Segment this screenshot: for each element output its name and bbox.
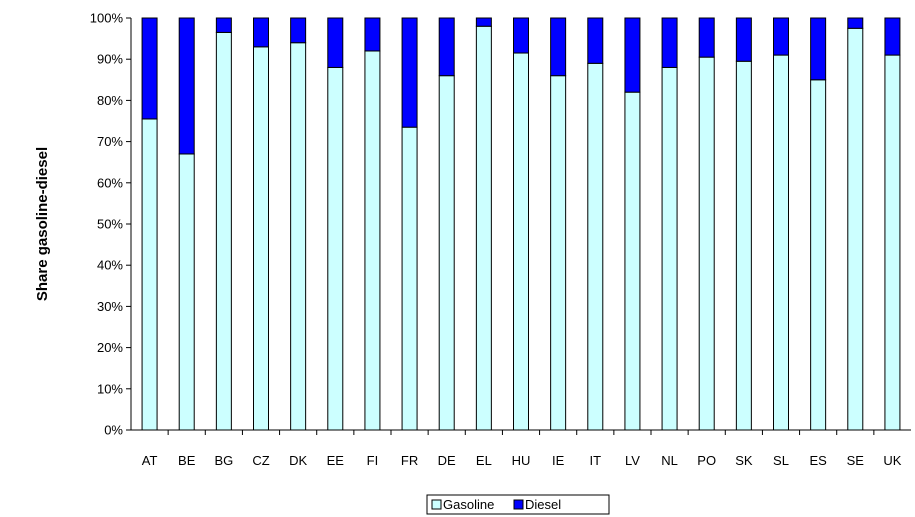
legend-label-diesel: Diesel bbox=[525, 497, 561, 512]
bar-diesel-ie bbox=[550, 17, 567, 77]
bar-gasoline-fi bbox=[364, 50, 381, 431]
legend-swatch-gasoline bbox=[431, 499, 442, 510]
bar-diesel-sl bbox=[773, 17, 789, 56]
bar-diesel-it bbox=[587, 17, 604, 64]
x-tick-label-fi: FI bbox=[367, 453, 379, 468]
bar-gasoline-cz bbox=[253, 46, 269, 431]
x-tick-label-it: IT bbox=[590, 453, 602, 468]
x-tick-label-sk: SK bbox=[735, 453, 753, 468]
x-tick-label-hu: HU bbox=[512, 453, 531, 468]
bar-diesel-uk bbox=[884, 17, 901, 56]
bar-diesel-ee bbox=[327, 17, 344, 68]
bar-gasoline-be bbox=[178, 153, 195, 431]
bar-diesel-de bbox=[438, 17, 455, 77]
bar-diesel-el bbox=[475, 17, 492, 27]
bar-diesel-cz bbox=[253, 17, 269, 48]
bar-gasoline-lv bbox=[624, 91, 641, 431]
bar-gasoline-ie bbox=[550, 75, 567, 431]
bar-diesel-fr bbox=[401, 17, 418, 128]
x-tick-label-be: BE bbox=[178, 453, 196, 468]
x-tick-label-es: ES bbox=[809, 453, 827, 468]
legend-label-gasoline: Gasoline bbox=[443, 497, 494, 512]
y-tick-label-90: 90% bbox=[97, 52, 123, 67]
y-tick-label-10: 10% bbox=[97, 381, 123, 396]
x-tick-label-ie: IE bbox=[552, 453, 565, 468]
y-axis-title: Share gasoline-diesel bbox=[34, 147, 51, 301]
bar-diesel-lv bbox=[624, 17, 641, 93]
x-tick-label-el: EL bbox=[476, 453, 492, 468]
bar-gasoline-ee bbox=[327, 66, 344, 431]
bar-gasoline-it bbox=[587, 62, 604, 431]
x-tick-label-at: AT bbox=[142, 453, 158, 468]
bar-gasoline-de bbox=[438, 75, 455, 431]
x-tick-label-sl: SL bbox=[773, 453, 789, 468]
x-tick-label-fr: FR bbox=[401, 453, 418, 468]
x-tick-label-lv: LV bbox=[625, 453, 640, 468]
x-tick-label-se: SE bbox=[847, 453, 865, 468]
bar-gasoline-el bbox=[475, 25, 492, 431]
y-tick-label-50: 50% bbox=[97, 217, 123, 232]
bar-diesel-dk bbox=[290, 17, 307, 44]
bar-diesel-bg bbox=[215, 17, 232, 33]
legend-swatch-diesel bbox=[513, 499, 524, 510]
y-tick-label-60: 60% bbox=[97, 175, 123, 190]
legend: Gasoline Diesel bbox=[426, 494, 610, 515]
y-tick-label-80: 80% bbox=[97, 93, 123, 108]
bar-gasoline-bg bbox=[215, 31, 232, 431]
bar-diesel-hu bbox=[513, 17, 529, 54]
plot-area: AT BE BG CZ DK EE FI FR DE EL HU IE IT LV NL PO SK SL ES SE… bbox=[90, 11, 911, 468]
y-tick-label-20: 20% bbox=[97, 340, 123, 355]
bar-gasoline-po bbox=[698, 56, 715, 431]
bar-gasoline-uk bbox=[884, 54, 901, 431]
bar-gasoline-hu bbox=[513, 52, 529, 431]
x-tick-label-bg: BG bbox=[214, 453, 233, 468]
bar-diesel-at bbox=[141, 17, 158, 120]
y-tick-label-0: 0% bbox=[104, 423, 123, 438]
y-tick-label-70: 70% bbox=[97, 134, 123, 149]
bar-gasoline-sl bbox=[773, 54, 789, 431]
x-tick-label-po: PO bbox=[697, 453, 716, 468]
y-tick-label-100: 100% bbox=[90, 11, 124, 26]
bar-gasoline-at bbox=[141, 118, 158, 431]
bar-gasoline-es bbox=[810, 79, 827, 431]
bar-diesel-fi bbox=[364, 17, 381, 52]
bar-diesel-be bbox=[178, 17, 195, 155]
x-tick-label-uk: UK bbox=[883, 453, 901, 468]
x-tick-label-de: DE bbox=[438, 453, 456, 468]
x-tick-label-ee: EE bbox=[327, 453, 345, 468]
bar-gasoline-dk bbox=[290, 42, 307, 431]
x-tick-label-cz: CZ bbox=[252, 453, 269, 468]
y-tick-label-40: 40% bbox=[97, 258, 123, 273]
bar-gasoline-nl bbox=[661, 66, 678, 431]
bar-diesel-se bbox=[847, 17, 864, 29]
bar-diesel-sk bbox=[735, 17, 752, 62]
x-tick-label-dk: DK bbox=[289, 453, 307, 468]
bar-diesel-nl bbox=[661, 17, 678, 68]
bar-gasoline-fr bbox=[401, 126, 418, 431]
x-tick-label-nl: NL bbox=[661, 453, 678, 468]
bar-gasoline-se bbox=[847, 27, 864, 431]
bar-diesel-es bbox=[810, 17, 827, 81]
bar-gasoline-sk bbox=[735, 60, 752, 431]
bar-diesel-po bbox=[698, 17, 715, 58]
y-tick-label-30: 30% bbox=[97, 299, 123, 314]
